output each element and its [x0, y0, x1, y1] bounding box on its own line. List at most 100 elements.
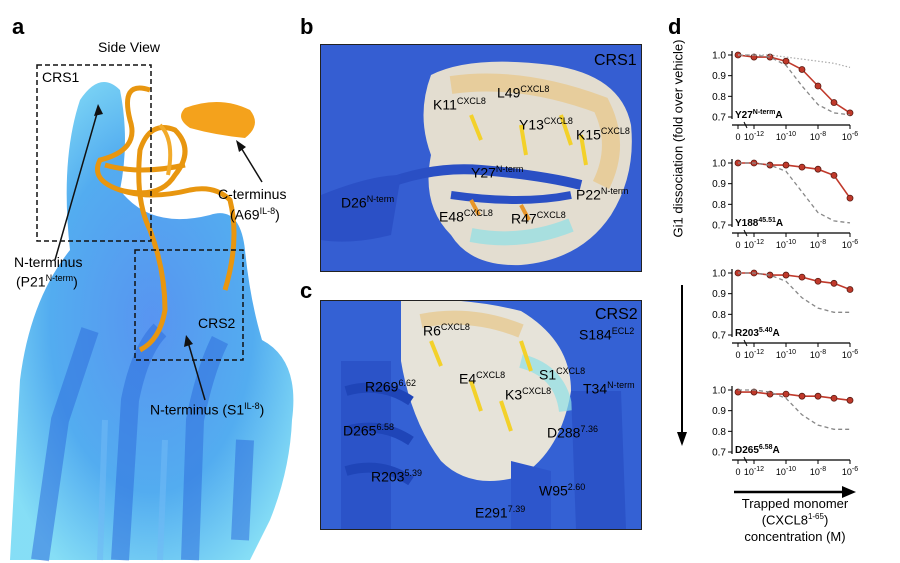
mutant-data-point — [814, 82, 822, 90]
mutant-data-point — [798, 66, 806, 73]
label-p22: P22N-term — [576, 186, 629, 203]
label-t34: T34N-term — [583, 380, 635, 397]
mutant-data-point — [846, 286, 854, 293]
mutant-data-point — [782, 57, 790, 65]
x-tick-label: 10-6 — [842, 349, 858, 360]
side-view-title: Side View — [98, 39, 161, 55]
label-k11: K11CXCL8 — [433, 96, 486, 113]
y-tick-label: 0.9 — [712, 406, 726, 417]
label-d288: D2887.36 — [547, 424, 598, 441]
n-terminus-residue: (P21N-term) — [16, 273, 78, 290]
panel-d-letter: d — [668, 14, 682, 39]
x-tick-label: 10-8 — [810, 131, 826, 142]
label-y27: Y27N-term — [471, 164, 524, 181]
mutant-label: Y27N-termA — [735, 109, 783, 121]
panel-c-letter: c — [300, 278, 313, 303]
mutant-data-point — [830, 99, 838, 106]
panel-a-letter: a — [12, 14, 25, 39]
x-axis-label: Trapped monomer (CXCL81-65) concentratio… — [741, 496, 849, 544]
mutant-data-point — [814, 277, 822, 285]
dotted-reference-curve — [738, 54, 851, 68]
y-tick-label: 0.7 — [712, 113, 726, 124]
panel-b-crs1-image: CRS1 K11CXCL8 L49CXCL8 Y13CXCL8 K15CXCL8… — [320, 44, 642, 272]
x-axis-break — [743, 339, 748, 347]
x-tick-label: 10-12 — [744, 131, 764, 142]
x-tick-label: 0 — [735, 467, 740, 477]
x-tick-label: 10-10 — [776, 466, 796, 477]
x-tick-label: 10-10 — [776, 349, 796, 360]
crs1-label-a: CRS1 — [42, 69, 80, 85]
mutant-data-point — [846, 109, 854, 117]
label-y13: Y13CXCL8 — [519, 116, 573, 133]
mutant-fit-curve — [738, 162, 851, 199]
x-axis-break — [743, 121, 748, 129]
panel-d-charts: 0.7 0.8 0.9 1.0 0 10-12 10-10 10-8 10-6 Y27N-term… — [677, 51, 858, 498]
mutant-data-point — [798, 392, 806, 400]
label-s184: S184ECL2 — [579, 326, 635, 343]
mutant-label: D2656.58A — [735, 444, 780, 456]
mutant-label: Y18845.51A — [735, 217, 783, 229]
mutant-data-point — [814, 165, 822, 173]
mutant-data-point — [782, 271, 790, 279]
crs2-label-a: CRS2 — [198, 315, 236, 331]
x-tick-label: 0 — [735, 240, 740, 250]
y-tick-label: 0.9 — [712, 71, 726, 82]
wild-type-reference-curve — [738, 272, 850, 313]
y-tick-label: 1.0 — [712, 269, 726, 280]
y-tick-label: 0.9 — [712, 179, 726, 190]
x-tick-label: 10-8 — [810, 466, 826, 477]
mutant-data-point — [830, 171, 838, 179]
vertical-arrow-head — [677, 432, 687, 446]
y-tick-label: 1.0 — [712, 159, 726, 170]
wild-type-reference-curve — [738, 389, 850, 430]
mutant-data-point — [846, 194, 854, 202]
mutant-data-point — [814, 392, 822, 400]
y-axis-label: Gi1 dissociation (fold over vehicle) — [670, 39, 686, 238]
mutant-data-point — [798, 163, 806, 171]
x-axis-break — [743, 456, 748, 464]
x-tick-label: 10-8 — [810, 349, 826, 360]
y-tick-label: 0.7 — [712, 221, 726, 232]
label-k3: K3CXCL8 — [505, 386, 552, 403]
label-l49: L49CXCL8 — [497, 84, 550, 101]
label-r47: R47CXCL8 — [511, 210, 566, 227]
panel-a: Side View CRS1 CRS2 N-terminus (P21N-ter… — [0, 0, 300, 563]
x-tick-label: 10-12 — [744, 466, 764, 477]
x-tick-label: 10-12 — [744, 349, 764, 360]
mutant-label: R2035.40A — [735, 327, 780, 339]
y-tick-label: 0.9 — [712, 289, 726, 300]
x-tick-label: 10-6 — [842, 239, 858, 250]
mutant-data-point — [798, 273, 806, 281]
panel-b-title: CRS1 — [594, 52, 637, 69]
mutant-data-point — [830, 279, 838, 287]
mutant-data-point — [766, 390, 774, 398]
x-tick-label: 0 — [735, 132, 740, 142]
y-tick-label: 1.0 — [712, 51, 726, 62]
panel-b-letter: b — [300, 14, 314, 39]
x-tick-label: 10-6 — [842, 131, 858, 142]
y-tick-label: 0.8 — [712, 310, 726, 321]
y-tick-label: 1.0 — [712, 386, 726, 397]
label-e4: E4CXCL8 — [459, 370, 506, 387]
y-tick-label: 0.8 — [712, 200, 726, 211]
panel-d: 0.7 0.8 0.9 1.0 0 10-12 10-10 10-8 10-6 Y27N-term… — [660, 0, 900, 563]
label-d265: D2656.58 — [343, 422, 394, 439]
y-tick-label: 0.8 — [712, 92, 726, 103]
panel-c-crs2-image: CRS2 R6CXCL8 S184ECL2 S1CXCL8 R2696.62 E… — [320, 300, 642, 530]
x-tick-label: 10-10 — [776, 131, 796, 142]
label-r203: R2035.39 — [371, 468, 422, 485]
y-tick-label: 0.8 — [712, 427, 726, 438]
n-terminus-s1-label: N-terminus (S1IL-8) — [150, 401, 265, 418]
horizontal-arrow-head — [842, 486, 856, 498]
wild-type-reference-curve — [738, 54, 851, 116]
label-d26: D26N-term — [341, 194, 395, 211]
x-tick-label: 10-10 — [776, 239, 796, 250]
x-tick-label: 0 — [735, 350, 740, 360]
x-tick-label: 10-8 — [810, 239, 826, 250]
n-terminus-label: N-terminus — [14, 254, 83, 270]
mutant-data-point — [846, 396, 854, 404]
c-terminus-residue: (A69IL-8) — [230, 206, 280, 223]
x-axis-break — [743, 229, 748, 237]
x-tick-label: 10-6 — [842, 466, 858, 477]
mutant-data-point — [830, 394, 838, 402]
